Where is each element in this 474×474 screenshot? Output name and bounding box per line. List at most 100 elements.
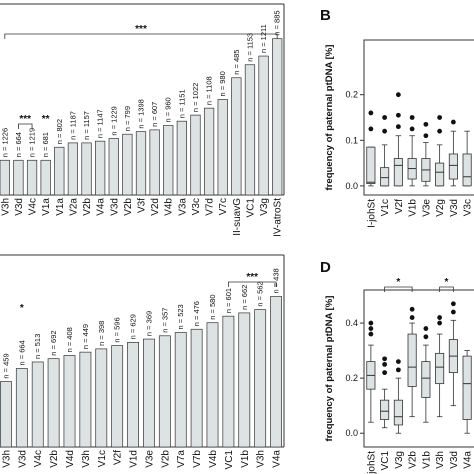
bar [13, 159, 24, 196]
n-label: n = 885 [273, 10, 282, 35]
category-label: V3g [259, 198, 270, 216]
box [435, 162, 445, 187]
outlier-point [437, 315, 443, 320]
category-label: V3c [463, 199, 474, 216]
bar [176, 120, 187, 196]
bar [15, 368, 28, 448]
category-label: VC1 [380, 451, 391, 471]
category-label: V3f [137, 198, 148, 213]
category-label: V3d [14, 198, 25, 216]
outlier-point [437, 320, 443, 326]
y-tick-label: 0.0 [345, 428, 358, 438]
n-label: n = 1211 [259, 24, 268, 53]
significance-label: *** [135, 24, 147, 35]
bar [143, 338, 155, 448]
category-label: V3h [435, 451, 446, 469]
category-label: V2b [82, 198, 93, 216]
significance-label: *** [246, 272, 258, 283]
y-axis-label: frequency of paternal ptDNA [%] [324, 296, 335, 442]
n-label: n = 664 [17, 340, 26, 365]
bar [135, 131, 147, 196]
n-label: n = 980 [218, 71, 227, 96]
category-label: V1b [421, 451, 432, 469]
outlier-point [395, 112, 401, 118]
significance-label: * [396, 277, 400, 288]
category-label: V3d [109, 198, 120, 216]
category-label: V3d [17, 450, 28, 468]
bar [149, 129, 160, 196]
outlier-point [409, 126, 415, 132]
outlier-point [409, 306, 415, 312]
n-label: n = 369 [144, 311, 153, 336]
outlier-point [437, 115, 443, 120]
bar [26, 159, 38, 196]
bar [67, 142, 79, 196]
bar [81, 142, 92, 196]
category-label: V2b [160, 450, 171, 468]
bar [95, 140, 106, 196]
n-label: n = 1226 [0, 128, 9, 157]
n-label: n = 1219 [28, 128, 37, 157]
category-label: V3e [144, 450, 155, 468]
outlier-point [395, 359, 401, 365]
bar [158, 335, 171, 448]
outlier-point [395, 124, 401, 130]
outlier-point [368, 110, 374, 116]
category-label: V3g [394, 451, 405, 469]
category-label: V3d [449, 199, 460, 217]
bar [203, 107, 215, 196]
outlier-point [409, 315, 415, 320]
category-label: V2b [408, 451, 419, 469]
panel-a-bar-chart: n = 1226 V3h n = 664 V3d n = 1219 V4c n = 681 V… [0, 3, 285, 237]
bar [174, 332, 187, 448]
n-label: n = 596 [113, 317, 122, 342]
significance-bracket [4, 33, 278, 39]
category-label: V2f [113, 450, 124, 465]
n-label: n = 1229 [109, 106, 118, 135]
n-label: n = 1151 [177, 89, 186, 118]
plot-frame [363, 39, 474, 196]
bar [231, 77, 242, 196]
category-label: V3d [449, 451, 460, 469]
n-label: n = 513 [33, 334, 42, 359]
n-label: n = 629 [129, 314, 138, 339]
outlier-point [395, 367, 401, 373]
n-label: n = 799 [123, 106, 132, 131]
category-label: V1b [408, 199, 419, 217]
n-label: n = 459 [1, 353, 10, 378]
box [366, 146, 376, 185]
outlier-point [368, 320, 374, 326]
category-label: I-johSt [366, 451, 377, 474]
category-label: V4a [463, 451, 474, 469]
outlier-point [450, 301, 456, 307]
bar [222, 315, 235, 448]
category-label: V4b [208, 450, 219, 468]
n-label: n = 960 [164, 97, 173, 122]
significance-bracket [227, 281, 277, 287]
category-label: VC1 [224, 450, 235, 470]
outlier-point [382, 370, 388, 376]
category-label: VC1 [245, 198, 256, 218]
outlier-point [368, 126, 374, 132]
bar [79, 351, 92, 448]
category-label: V7b [192, 450, 203, 468]
category-label: V1a [41, 198, 52, 216]
n-label: n = 449 [81, 324, 90, 349]
outlier-point [368, 326, 374, 331]
n-label: n = 398 [97, 321, 106, 346]
category-label: II-suavG [232, 198, 243, 236]
bar [254, 309, 267, 448]
bar [122, 133, 133, 196]
significance-bracket [18, 123, 33, 129]
outlier-point [450, 309, 456, 315]
n-label: n = 562 [256, 281, 265, 306]
outlier-point [450, 119, 456, 125]
y-tick-label: 0.1 [345, 135, 358, 145]
box [462, 355, 472, 420]
n-label: n = 523 [176, 304, 185, 329]
y-axis-label: frequency of paternal ptDNA [%] [324, 45, 335, 191]
bar [258, 55, 269, 196]
significance-label: * [445, 277, 449, 288]
bar [217, 99, 228, 196]
